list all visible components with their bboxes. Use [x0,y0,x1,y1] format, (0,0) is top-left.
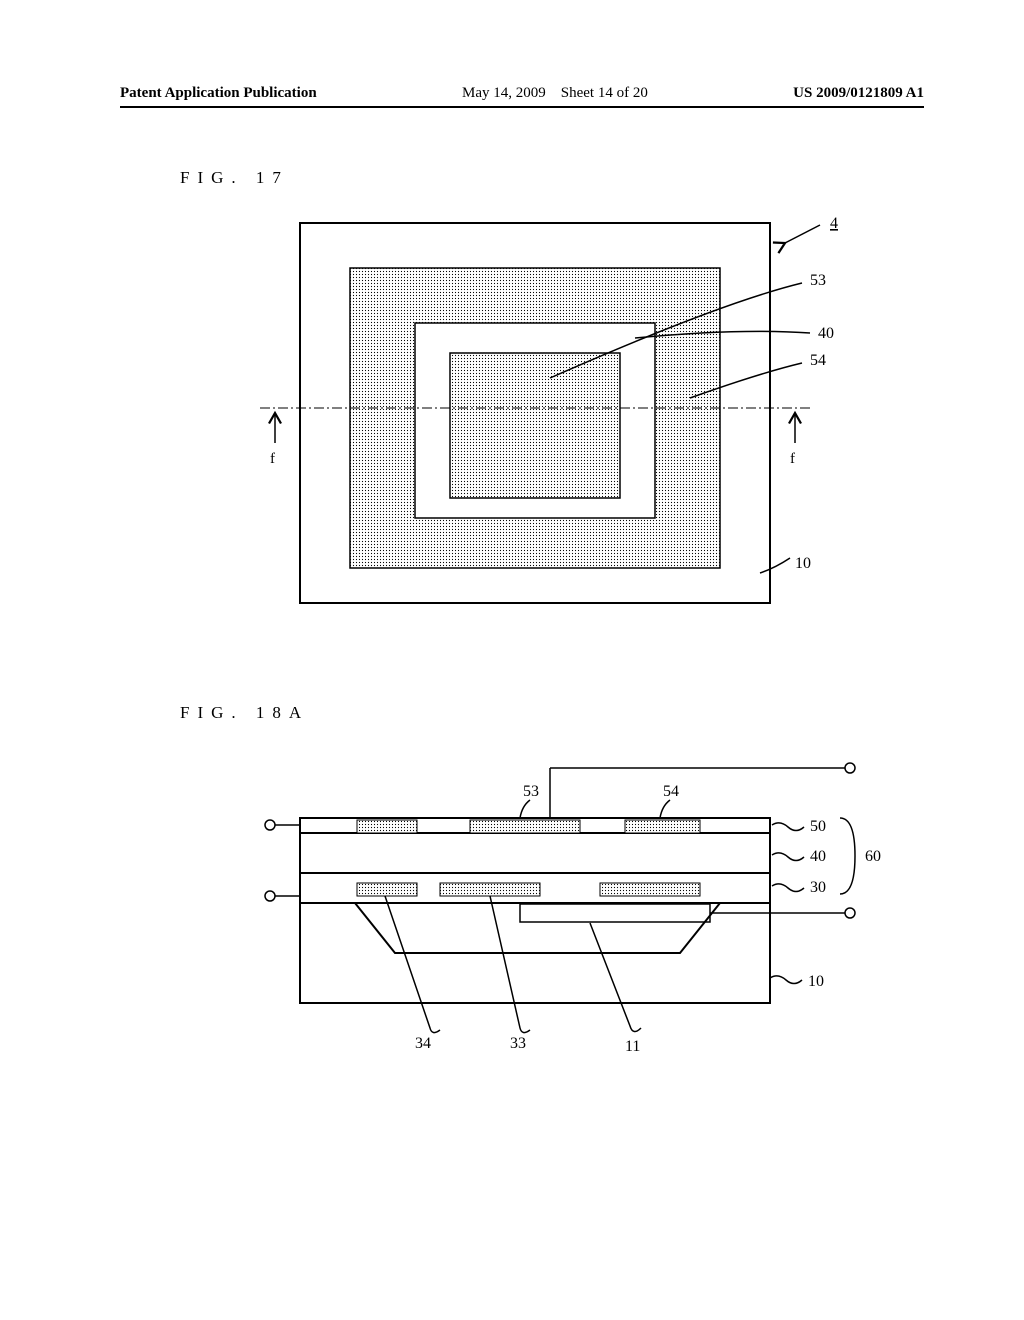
header-mid: May 14, 2009 Sheet 14 of 20 [462,85,648,102]
ref-30: 30 [810,879,826,896]
seg-54-right [625,820,700,833]
page-header: Patent Application Publication May 14, 2… [120,85,924,108]
ref-4: 4 [830,215,838,232]
terminal-right-icon [845,908,855,918]
leader-50 [772,823,804,831]
ref-50: 50 [810,818,826,835]
leader-33 [490,896,530,1033]
leader-10b [770,976,802,984]
section-label-f-right: f [790,451,795,467]
ref-11: 11 [625,1038,640,1055]
seg-34-left [357,883,417,896]
header-date: May 14, 2009 [462,85,546,101]
ref-33: 33 [510,1035,526,1052]
ref-53-top: 53 [523,783,539,800]
leader-30 [772,884,804,892]
inner-rect-53 [450,353,620,498]
seg-34-right [600,883,700,896]
terminal-left-lower-icon [265,891,275,901]
header-left: Patent Application Publication [120,85,317,102]
terminal-left-upper-icon [265,820,275,830]
ref-60: 60 [865,848,881,865]
leader-4 [785,225,820,243]
ref-34: 34 [415,1035,431,1052]
fig18a-diagram: 53 54 50 40 30 60 10 34 33 11 [220,748,924,1068]
bracket-60 [840,818,855,894]
seg-53-top [470,820,580,833]
leader-53-top [520,800,530,818]
ref-10b: 10 [808,973,824,990]
section-label-f-left: f [270,451,275,467]
layer-40 [300,833,770,873]
terminal-top-icon [845,763,855,773]
seg-33 [440,883,540,896]
fig17-label: FIG. 17 [180,168,924,188]
ref-54-top: 54 [663,783,679,800]
inner-rect-11 [520,904,710,922]
leader-34 [385,896,440,1033]
fig18a-label: FIG. 18A [180,703,924,723]
ref-40: 40 [818,325,834,342]
ref-40b: 40 [810,848,826,865]
region-11 [355,903,720,953]
ref-10: 10 [795,555,811,572]
header-right: US 2009/0121809 A1 [793,85,924,102]
leader-40b [772,853,804,861]
ref-53: 53 [810,272,826,289]
leader-11 [590,923,641,1032]
header-sheet: Sheet 14 of 20 [561,85,648,101]
ref-54: 54 [810,352,826,369]
leader-54-top [660,800,670,818]
fig17-diagram: f f 4 53 40 54 10 [220,213,924,633]
leader-10 [760,558,790,573]
seg-54-left [357,820,417,833]
